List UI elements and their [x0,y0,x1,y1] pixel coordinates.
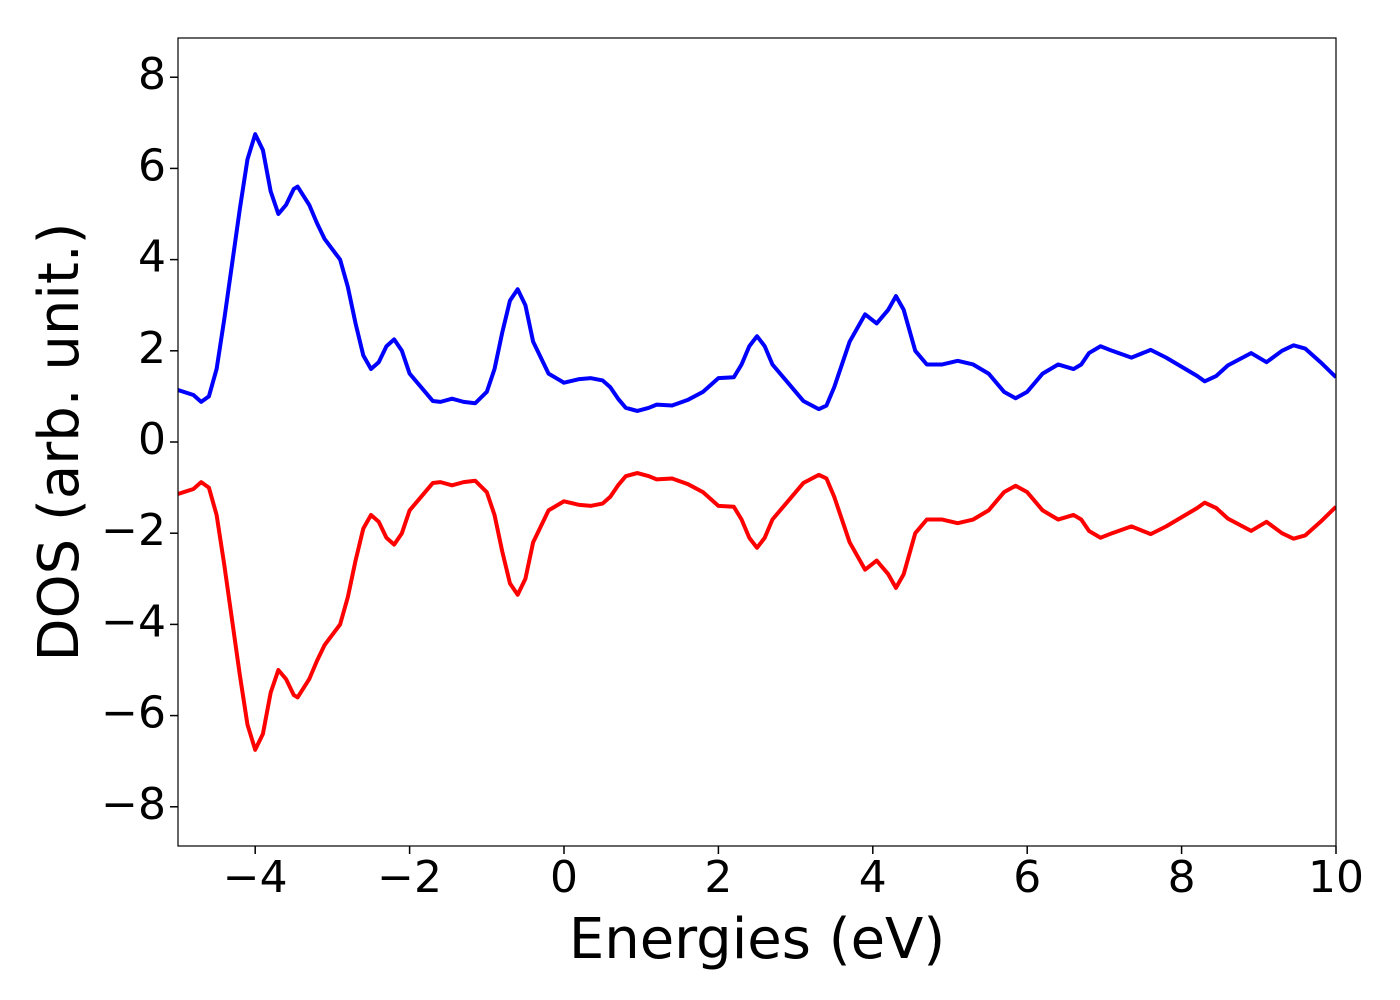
x-tick-label: 8 [1168,852,1196,903]
y-tick-label: 8 [138,49,166,100]
x-tick-label: 2 [704,852,732,903]
x-tick-label: 4 [859,852,887,903]
y-tick-label: 2 [138,323,166,374]
plot-frame [177,37,1337,847]
y-axis-label: DOS (arb. unit.) [27,222,92,661]
y-tick-label: −4 [101,596,166,647]
x-tick-label: 6 [1013,852,1041,903]
y-tick-label: 0 [138,414,166,465]
x-tick-label: 0 [550,852,578,903]
x-tick-label: 10 [1308,852,1364,903]
y-tick-label: 6 [138,140,166,191]
y-tick-label: −2 [101,505,166,556]
x-tick-label: −2 [377,852,442,903]
y-tick-label: 4 [138,232,166,283]
x-axis-label: Energies (eV) [569,907,945,972]
y-tick-label: −8 [101,779,166,830]
x-tick-label: −4 [223,852,288,903]
series-line [178,132,1336,413]
series-line [178,471,1336,752]
y-tick-label: −6 [101,688,166,739]
